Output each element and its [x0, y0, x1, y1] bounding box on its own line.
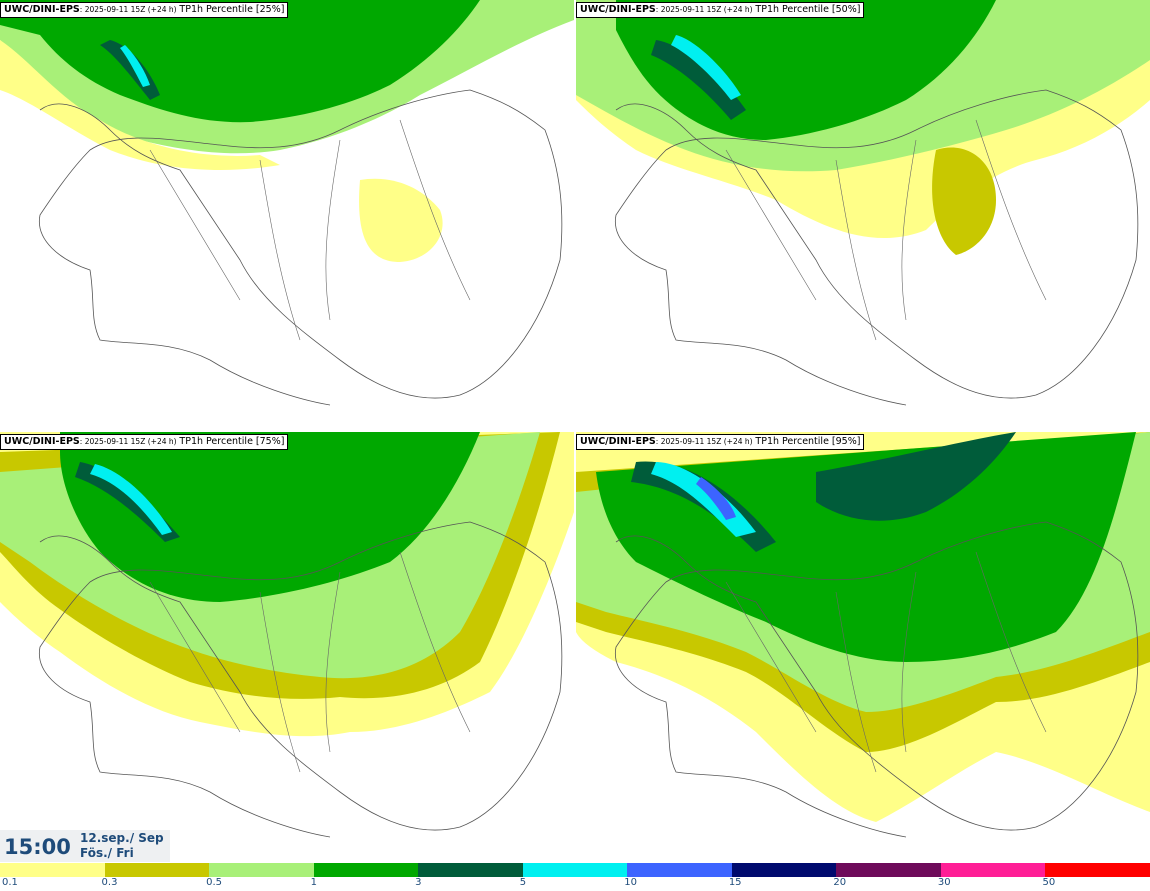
run-time: : 2025-09-11 15Z (+24 h) [655, 5, 753, 14]
colorbar-segment [1045, 863, 1150, 877]
colorbar-tick-label: 3 [415, 877, 422, 888]
precip-map-p95 [576, 432, 1150, 838]
field-label: TP1h Percentile [95%] [755, 436, 861, 447]
colorbar-tick-label: 20 [833, 877, 847, 888]
colorbar-tick-label: 30 [937, 877, 951, 888]
colorbar-tick-label: 15 [728, 877, 742, 888]
panel-title: UWC/DINI-EPS: 2025-09-11 15Z (+24 h) TP1… [0, 434, 289, 450]
colorbar-ticks: 0.1 0.3 0.5 1 3 5 10 15 20 30 50 [0, 877, 1150, 891]
model-name: UWC/DINI-EPS [4, 4, 80, 15]
colorbar-segment [836, 863, 941, 877]
valid-date-line1: 12.sep./ Sep [80, 831, 164, 845]
colorbar [0, 863, 1150, 877]
valid-time: 15:00 [4, 835, 71, 859]
colorbar-segment [731, 863, 837, 877]
field-label: TP1h Percentile [25%] [179, 4, 285, 15]
panel-title: UWC/DINI-EPS: 2025-09-11 15Z (+24 h) TP1… [576, 2, 865, 18]
colorbar-segment [0, 863, 105, 877]
colorbar-tick-label: 5 [519, 877, 527, 888]
field-label: TP1h Percentile [75%] [179, 436, 285, 447]
panel-title: UWC/DINI-EPS: 2025-09-11 15Z (+24 h) TP1… [576, 434, 865, 450]
map-panel-p50: UWC/DINI-EPS: 2025-09-11 15Z (+24 h) TP1… [576, 0, 1150, 430]
colorbar-tick-label: 50 [1042, 877, 1056, 888]
colorbar-segment [522, 863, 628, 877]
colorbar-segment [104, 863, 210, 877]
colorbar-segment [313, 863, 419, 877]
colorbar-segment [418, 863, 523, 877]
colorbar-segment [940, 863, 1046, 877]
colorbar-segment [627, 863, 732, 877]
valid-time-box: 15:00 12.sep./ Sep Fös./ Fri [0, 830, 170, 862]
colorbar-tick-label: 0.1 [2, 877, 18, 888]
map-panel-p25: UWC/DINI-EPS: 2025-09-11 15Z (+24 h) TP1… [0, 0, 574, 430]
precip-map-p50 [576, 0, 1150, 406]
colorbar-tick-label: 1 [310, 877, 317, 888]
run-time: : 2025-09-11 15Z (+24 h) [655, 437, 753, 446]
colorbar-tick-label: 10 [624, 877, 637, 888]
run-time: : 2025-09-11 15Z (+24 h) [79, 437, 177, 446]
valid-date-line2: Fös./ Fri [80, 846, 134, 860]
map-panel-p95: UWC/DINI-EPS: 2025-09-11 15Z (+24 h) TP1… [576, 432, 1150, 862]
map-panel-p75: UWC/DINI-EPS: 2025-09-11 15Z (+24 h) TP1… [0, 432, 574, 862]
model-name: UWC/DINI-EPS [4, 436, 80, 447]
run-time: : 2025-09-11 15Z (+24 h) [79, 5, 177, 14]
model-name: UWC/DINI-EPS [580, 436, 656, 447]
precip-map-p25 [0, 0, 574, 406]
colorbar-tick-label: 0.3 [101, 877, 118, 888]
colorbar-segment [209, 863, 314, 877]
panel-title: UWC/DINI-EPS: 2025-09-11 15Z (+24 h) TP1… [0, 2, 289, 18]
field-label: TP1h Percentile [50%] [755, 4, 861, 15]
precip-map-p75 [0, 432, 574, 838]
colorbar-tick-label: 0.5 [206, 877, 222, 888]
model-name: UWC/DINI-EPS [580, 4, 656, 15]
